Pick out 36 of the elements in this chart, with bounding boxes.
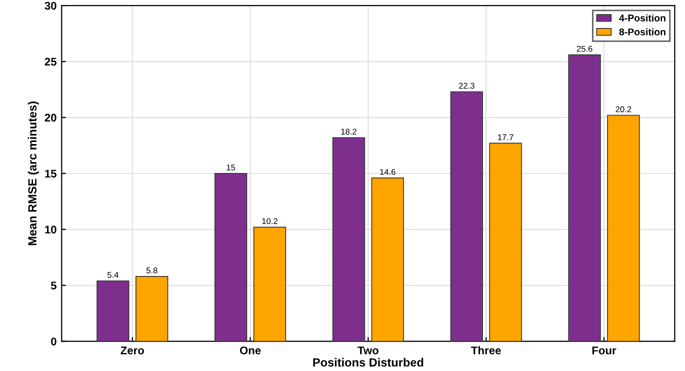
data-label: 15	[226, 164, 236, 170]
y-tick-label: 25	[44, 58, 56, 66]
x-tick-label: One	[240, 346, 261, 354]
y-tick-label: 15	[45, 170, 56, 178]
data-label: 22.3	[458, 82, 474, 89]
legend-label: 8-Position	[619, 28, 666, 36]
y-axis-title: Mean RMSE (arc minutes)	[28, 102, 39, 246]
bar	[607, 114, 640, 342]
y-tick-label: 10	[45, 226, 56, 234]
data-label: 17.7	[498, 134, 514, 140]
bar	[214, 173, 248, 342]
bar	[450, 91, 483, 342]
bar	[371, 178, 404, 342]
data-label: 5.8	[146, 267, 158, 274]
y-tick-label: 5	[50, 282, 56, 290]
x-tick-label: Four	[592, 346, 616, 354]
legend-label: 4-Position	[619, 14, 666, 22]
bar	[96, 280, 130, 342]
bar	[489, 142, 522, 342]
y-tick-label: 20	[44, 114, 56, 122]
bar	[568, 54, 601, 342]
bar	[136, 276, 168, 342]
bar	[253, 226, 286, 342]
x-tick-label: Zero	[120, 346, 144, 354]
data-label: 5.4	[107, 272, 118, 278]
x-tick-label: Two	[358, 346, 378, 354]
data-label: 10.2	[262, 218, 278, 224]
data-label: 18.2	[341, 128, 356, 135]
y-tick-label: 30	[44, 2, 56, 10]
x-axis-title: Positions Disturbed	[313, 358, 424, 367]
y-tick-label: 0	[51, 338, 56, 346]
data-label: 14.6	[380, 168, 396, 175]
bar	[332, 137, 366, 342]
data-label: 25.6	[576, 46, 592, 52]
x-tick-label: Three	[471, 346, 501, 354]
data-label: 20.2	[616, 106, 632, 112]
